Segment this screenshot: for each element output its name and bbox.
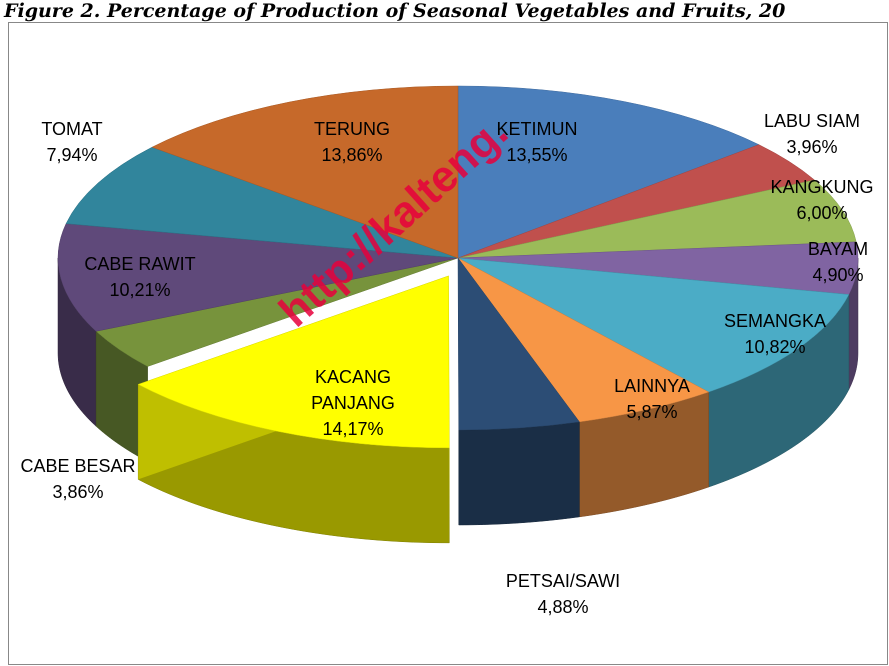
category-label: LAINNYA xyxy=(614,376,690,396)
category-label: KANGKUNG xyxy=(770,177,874,197)
category-label: CABE RAWIT xyxy=(84,254,196,274)
slice xyxy=(151,85,459,259)
slice-label: KACANG PANJANG 14,17% xyxy=(293,364,413,442)
category-label: TOMAT xyxy=(41,119,103,139)
slice xyxy=(457,257,580,431)
category-label: KACANG PANJANG xyxy=(311,367,395,413)
slice xyxy=(457,179,857,259)
slice-label: PETSAI/SAWI 4,88% xyxy=(506,568,620,620)
category-label: KETIMUN xyxy=(496,119,578,139)
value-label: 14,17% xyxy=(322,419,384,439)
slice-label: TERUNG 13,86% xyxy=(314,116,390,168)
value-label: 10,82% xyxy=(744,337,806,357)
slice-label: KETIMUN 13,55% xyxy=(497,116,578,168)
category-label: SEMANGKA xyxy=(723,311,827,331)
chart-title: Figure 2. Percentage of Production of Se… xyxy=(4,0,786,22)
category-label: TERUNG xyxy=(314,119,390,139)
slice xyxy=(457,257,710,423)
value-label: 13,55% xyxy=(506,145,568,165)
slice-label: CABE BESAR 3,86% xyxy=(20,453,135,505)
category-label: BAYAM xyxy=(807,239,869,259)
slice-label: KANGKUNG 6,00% xyxy=(770,174,873,226)
category-label: CABE BESAR xyxy=(20,456,136,476)
slice-label: BAYAM 4,90% xyxy=(808,236,868,288)
slice-side xyxy=(458,421,580,526)
value-label: 4,90% xyxy=(812,265,864,285)
value-label: 6,00% xyxy=(796,203,848,223)
pie-sides xyxy=(57,257,859,544)
value-label: 7,94% xyxy=(46,145,98,165)
value-label: 13,86% xyxy=(321,145,383,165)
slice xyxy=(137,275,450,449)
slice-label: TOMAT 7,94% xyxy=(41,116,102,168)
slice xyxy=(457,257,850,393)
category-label: PETSAI/SAWI xyxy=(505,571,621,591)
value-label: 10,21% xyxy=(109,280,171,300)
slice-label: SEMANGKA 10,82% xyxy=(724,308,826,360)
slice-label: LABU SIAM 3,96% xyxy=(764,108,860,160)
slice xyxy=(65,146,459,259)
value-label: 4,88% xyxy=(537,597,589,617)
category-label: LABU SIAM xyxy=(763,111,861,131)
value-label: 5,87% xyxy=(626,402,678,422)
slice xyxy=(57,223,459,332)
value-label: 3,96% xyxy=(786,137,838,157)
slice-label: LAINNYA 5,87% xyxy=(614,373,690,425)
slice xyxy=(457,85,760,259)
slice-label: CABE RAWIT 10,21% xyxy=(84,251,195,303)
pie-tops xyxy=(57,85,859,449)
value-label: 3,86% xyxy=(52,482,104,502)
chart-frame xyxy=(8,22,888,665)
